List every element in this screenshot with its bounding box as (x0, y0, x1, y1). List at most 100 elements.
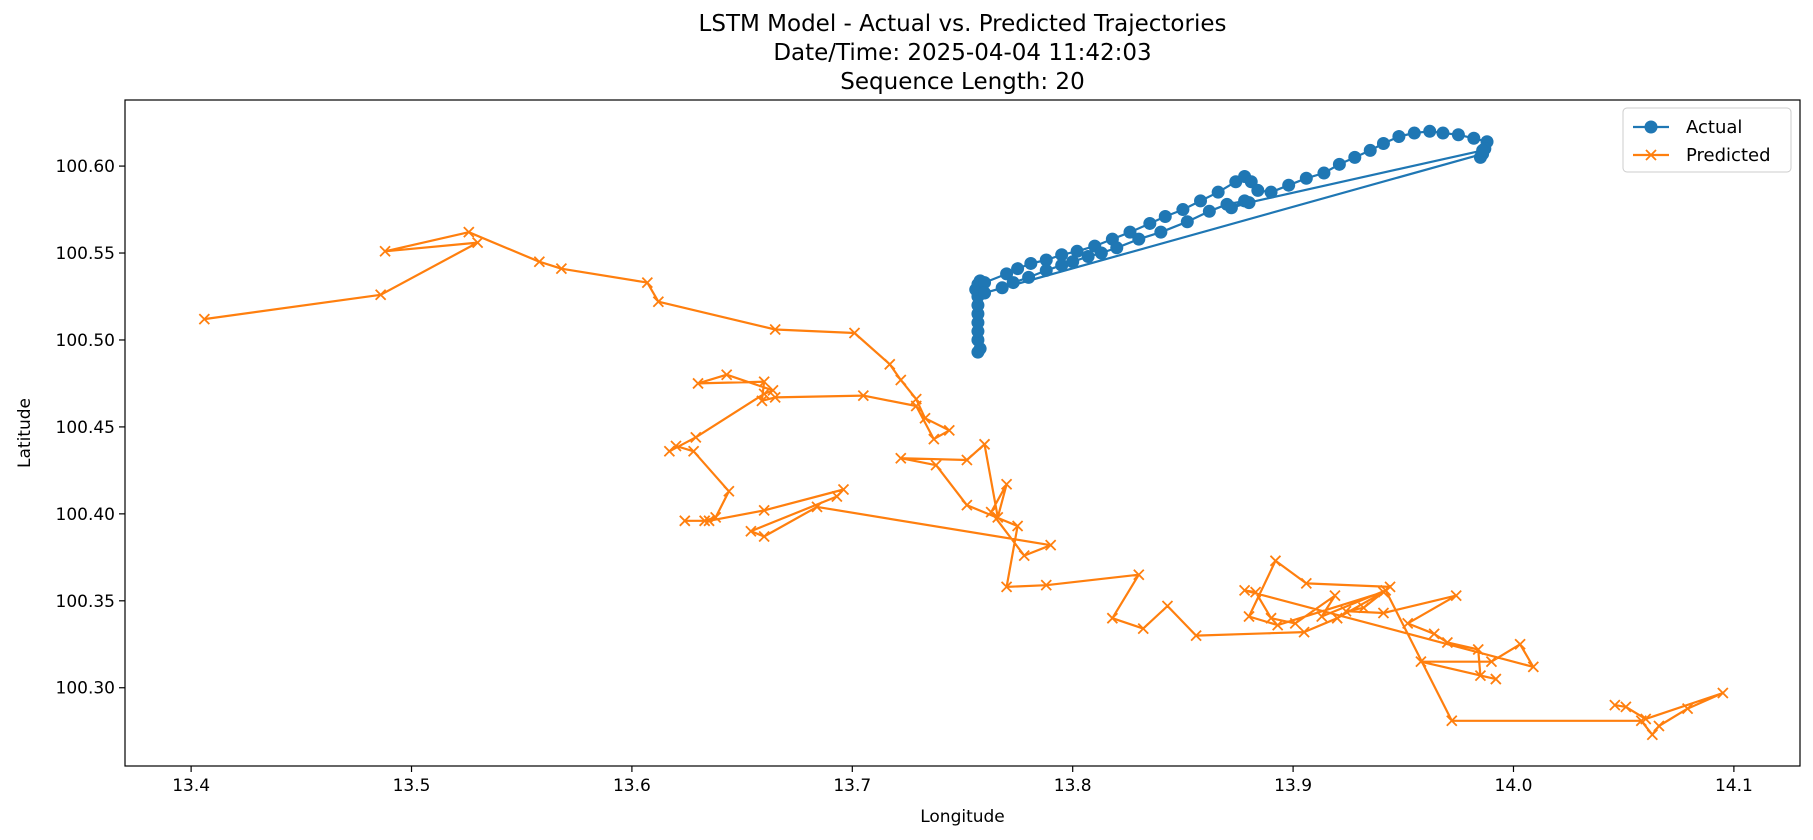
data-point-actual (1024, 256, 1038, 270)
data-point-predicted (895, 374, 907, 386)
data-point-predicted (670, 440, 682, 452)
data-point-predicted (1316, 610, 1328, 623)
data-point-predicted (692, 377, 704, 390)
data-point-predicted (1450, 589, 1462, 602)
data-point-predicted (1609, 699, 1621, 711)
chart-subtitle-datetime: Date/Time: 2025-04-04 11:42:03 (773, 40, 1152, 66)
data-point-predicted (1653, 720, 1665, 732)
data-point-predicted (1681, 702, 1694, 715)
data-point-predicted (1380, 584, 1392, 597)
data-point-actual (1132, 232, 1146, 246)
axes: 13.4 13.5 13.6 13.7 13.8 13.9 14.0 14.1 100.30 10… (56, 99, 1801, 796)
data-point-predicted (943, 424, 955, 437)
data-point-predicted (1472, 643, 1484, 656)
y-tick-label: 100.40 (56, 505, 115, 525)
data-point-predicted (928, 433, 940, 445)
data-point-actual (1282, 178, 1296, 192)
data-point-actual (1363, 143, 1377, 157)
data-point-predicted (1415, 656, 1427, 668)
data-point-actual (1176, 203, 1190, 217)
data-point-predicted (1011, 520, 1024, 532)
data-point-actual (1070, 244, 1084, 258)
data-point-predicted (1402, 617, 1414, 630)
data-point-predicted (985, 506, 997, 518)
series-predicted (198, 226, 1729, 741)
plot-frame (124, 99, 1801, 767)
data-point-predicted (1620, 701, 1632, 713)
data-point-predicted (1161, 600, 1174, 612)
data-point-actual (1055, 248, 1069, 262)
data-point-actual (1467, 131, 1481, 145)
data-point-predicted (758, 376, 770, 388)
data-point-actual (1242, 196, 1256, 210)
data-point-predicted (1485, 656, 1498, 668)
data-point-actual (1022, 270, 1036, 284)
data-point-actual (978, 286, 992, 300)
data-point-predicted (978, 438, 991, 450)
chart-subtitle-sequence: Sequence Length: 20 (840, 69, 1085, 95)
data-point-predicted (769, 323, 781, 336)
data-point-predicted (690, 431, 702, 443)
data-point-predicted (723, 485, 735, 497)
data-point-predicted (848, 327, 861, 339)
data-point-actual (1224, 201, 1238, 215)
data-point-predicted (1474, 669, 1487, 682)
legend-label: Predicted (1686, 145, 1771, 166)
data-point-predicted (1243, 610, 1255, 623)
data-point-actual (995, 281, 1009, 295)
data-point-predicted (533, 256, 545, 268)
data-point-predicted (1249, 586, 1262, 598)
data-point-actual (1154, 225, 1168, 239)
series-line-actual (974, 130, 1489, 353)
x-tick-label: 13.4 (172, 776, 210, 796)
y-tick-label: 100.45 (56, 418, 115, 438)
data-point-predicted (663, 445, 676, 457)
chart-title: LSTM Model - Actual vs. Predicted Trajec… (698, 11, 1227, 37)
y-axis-label: Latitude (15, 398, 35, 468)
legend-marker-circle (1644, 120, 1658, 134)
x-tick-label: 13.8 (1054, 776, 1092, 796)
chart-title-block: LSTM Model - Actual vs. Predicted Trajec… (125, 10, 1800, 97)
data-point-predicted (1640, 713, 1652, 725)
data-point-actual (1376, 136, 1390, 150)
data-point-actual (1158, 210, 1172, 224)
data-point-predicted (687, 445, 700, 457)
data-point-predicted (1428, 628, 1440, 640)
data-point-predicted (930, 459, 942, 471)
data-point-actual (1123, 225, 1137, 239)
data-point-actual (1317, 166, 1331, 180)
data-point-actual (1451, 128, 1465, 142)
data-point-actual (1143, 216, 1157, 230)
data-point-predicted (758, 530, 770, 543)
data-point-predicted (679, 515, 691, 527)
legend-item-predicted: Predicted (1633, 145, 1771, 166)
data-point-predicted (1018, 549, 1030, 562)
data-point-predicted (471, 236, 484, 249)
data-point-predicted (1340, 605, 1352, 617)
data-point-predicted (1446, 715, 1458, 727)
data-point-actual (1066, 255, 1080, 269)
data-point-predicted (769, 391, 781, 403)
data-point-predicted (699, 515, 711, 527)
series-line-predicted (204, 231, 1725, 736)
x-tick-label: 14.0 (1495, 776, 1533, 796)
data-point-predicted (703, 515, 715, 527)
data-point-predicted (375, 289, 387, 301)
data-point-predicted (745, 525, 757, 537)
data-point-actual (1011, 262, 1025, 276)
x-tick-label: 14.1 (1715, 776, 1753, 796)
data-point-actual (1194, 194, 1208, 208)
data-point-predicted (1040, 579, 1052, 591)
data-point-predicted (379, 245, 391, 257)
legend-item-actual: Actual (1633, 117, 1742, 138)
data-point-actual (1436, 126, 1450, 140)
data-point-predicted (1646, 729, 1658, 741)
data-point-actual (1392, 130, 1406, 144)
plot-area (198, 124, 1729, 741)
data-point-predicted (1441, 636, 1454, 649)
data-point-predicted (1377, 607, 1390, 619)
data-point-predicted (1000, 478, 1013, 490)
data-point-actual (1299, 171, 1313, 185)
data-point-predicted (1357, 602, 1370, 614)
y-tick-label: 100.60 (56, 157, 115, 177)
